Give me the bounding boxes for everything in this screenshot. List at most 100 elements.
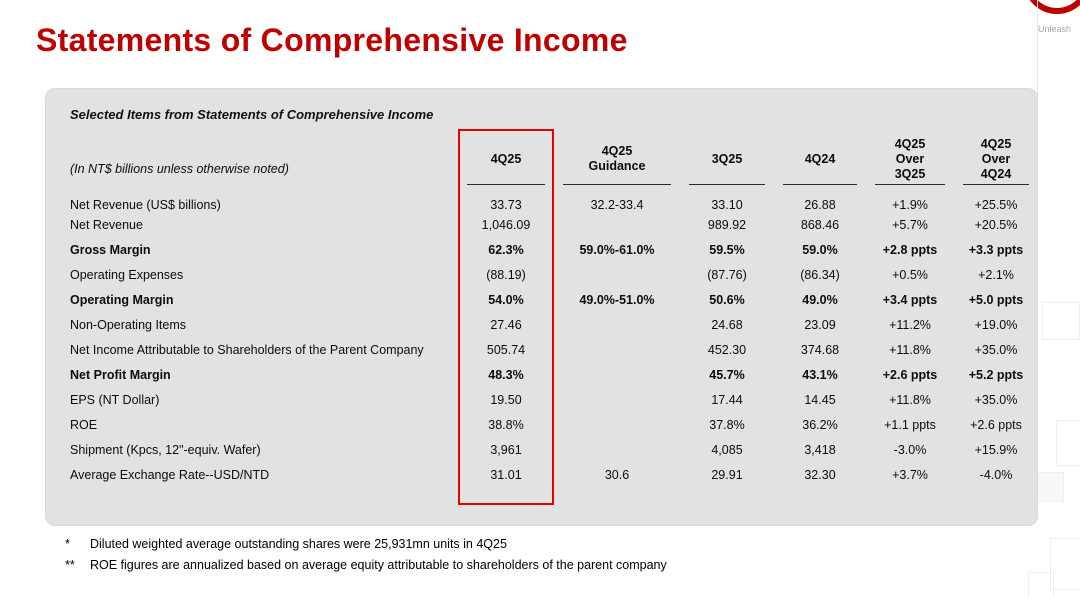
decorative-square [1050, 538, 1080, 590]
footnote-text: Diluted weighted average outstanding sha… [90, 537, 507, 551]
cell-4q24: 374.68 [800, 342, 840, 357]
brand-tagline: Unleash [1038, 24, 1072, 34]
col-header-line: 4Q24 [804, 151, 836, 166]
cell-guidance [554, 337, 680, 362]
cell-yoy-change: +15.9% [974, 442, 1018, 457]
cell-guidance: 32.2-33.4 [590, 198, 644, 212]
cell-yoy-change: -4.0% [979, 467, 1013, 482]
footnote: ** ROE figures are annualized based on a… [65, 555, 667, 576]
cell-qoq-change: +11.2% [889, 317, 931, 332]
col-header-4q25: 4Q25 [458, 134, 554, 185]
row-label: Operating Expenses [70, 267, 184, 282]
row-label: Non-Operating Items [70, 317, 187, 332]
cell-yoy-change: +20.5% [974, 217, 1018, 232]
table-row: Operating Expenses (88.19) (87.76) (86.3… [70, 262, 1038, 287]
footnote-text: ROE figures are annualized based on aver… [90, 558, 667, 572]
cell-qoq-change: +3.4 ppts [882, 292, 938, 307]
row-label: Net Income Attributable to Shareholders … [70, 342, 424, 357]
footnote: * Diluted weighted average outstanding s… [65, 534, 667, 555]
cell-qoq-change: +11.8% [889, 342, 931, 357]
cell-4q24: 3,418 [804, 442, 836, 457]
header-underline [689, 184, 765, 185]
cell-period: 62.3% [488, 242, 524, 257]
cell-qoq-change: +3.7% [892, 467, 928, 482]
footnote-marker: ** [65, 558, 75, 572]
cell-period: 505.74 [486, 342, 526, 357]
cell-period: 19.50 [490, 392, 522, 407]
cell-yoy-change: +5.0 ppts [968, 292, 1024, 307]
decorative-square [1056, 420, 1080, 466]
cell-guidance [554, 212, 680, 237]
col-header-line: Over [895, 151, 925, 166]
col-header-line: 3Q25 [711, 151, 743, 166]
cell-4q24: 36.2% [802, 417, 838, 432]
table-row: EPS (NT Dollar) 19.50 17.44 14.45 +11.8%… [70, 387, 1038, 412]
row-label: Net Profit Margin [70, 367, 171, 382]
table-row: Net Revenue (US$ billions) 33.73 32.2-33… [70, 185, 1038, 212]
cell-guidance [554, 387, 680, 412]
cell-yoy-change: +5.2 ppts [968, 367, 1024, 382]
col-header-4q25-over-4q24: 4Q25 Over 4Q24 [954, 134, 1038, 185]
table-row: Shipment (Kpcs, 12"-equiv. Wafer) 3,961 … [70, 437, 1038, 462]
cell-guidance [554, 262, 680, 287]
header-underline [875, 184, 945, 185]
cell-yoy-change: +19.0% [974, 317, 1018, 332]
col-header-line: Guidance [588, 159, 646, 173]
row-label: Gross Margin [70, 242, 151, 257]
cell-3q25: 452.30 [707, 342, 747, 357]
table-row: Net Revenue 1,046.09 989.92 868.46 +5.7%… [70, 212, 1038, 237]
col-header-line: 4Q24 [980, 166, 1012, 181]
col-header-line: 4Q25 [894, 136, 926, 151]
cell-period: 54.0% [488, 292, 524, 307]
table-row: Net Profit Margin 48.3% 45.7% 43.1% +2.6… [70, 362, 1038, 387]
cell-3q25: 24.68 [711, 317, 743, 332]
cell-qoq-change: +0.5% [892, 267, 928, 282]
cell-3q25: 45.7% [709, 367, 745, 382]
cell-guidance [554, 412, 680, 437]
cell-4q24: 23.09 [804, 317, 836, 332]
brand-logo-icon [1024, 0, 1080, 14]
financial-table-panel: Selected Items from Statements of Compre… [45, 88, 1038, 526]
unit-note-header: (In NT$ billions unless otherwise noted) [70, 134, 458, 185]
header-underline [783, 184, 857, 185]
income-statement-table: (In NT$ billions unless otherwise noted)… [70, 134, 1038, 487]
col-header-3q25: 3Q25 [680, 134, 774, 185]
col-header-line: 4Q25 [980, 136, 1012, 151]
cell-3q25: 33.10 [711, 198, 743, 212]
header-underline [467, 184, 545, 185]
cell-period: 48.3% [488, 367, 524, 382]
row-label: Shipment (Kpcs, 12"-equiv. Wafer) [70, 442, 261, 457]
cell-4q24: 868.46 [800, 217, 840, 232]
cell-period: 3,961 [490, 442, 522, 457]
cell-period: 1,046.09 [481, 217, 531, 232]
cell-3q25: 4,085 [711, 442, 743, 457]
cell-3q25: 50.6% [709, 292, 745, 307]
table-caption: Selected Items from Statements of Compre… [70, 107, 434, 122]
cell-qoq-change: -3.0% [893, 442, 927, 457]
cell-period: 31.01 [490, 467, 522, 482]
decorative-square [1028, 572, 1054, 597]
col-header-4q25-over-3q25: 4Q25 Over 3Q25 [866, 134, 954, 185]
cell-yoy-change: +35.0% [974, 342, 1018, 357]
cell-3q25: 989.92 [707, 217, 747, 232]
row-label: ROE [70, 417, 98, 432]
page-title: Statements of Comprehensive Income [36, 22, 628, 58]
cell-4q24: 26.88 [804, 198, 836, 212]
cell-qoq-change: +1.1 ppts [884, 417, 936, 432]
row-label: Average Exchange Rate--USD/NTD [70, 467, 270, 482]
table-row: Net Income Attributable to Shareholders … [70, 337, 1038, 362]
cell-3q25: 37.8% [709, 417, 745, 432]
cell-qoq-change: +2.6 ppts [882, 367, 938, 382]
cell-3q25: (87.76) [707, 267, 747, 282]
cell-guidance: 49.0%-51.0% [579, 292, 655, 307]
cell-yoy-change: +3.3 ppts [968, 242, 1024, 257]
footnotes: * Diluted weighted average outstanding s… [65, 534, 667, 576]
row-label: Operating Margin [70, 292, 174, 307]
col-header-line: 4Q25 [490, 151, 522, 166]
cell-qoq-change: +5.7% [892, 217, 928, 232]
table-row: Gross Margin 62.3% 59.0%-61.0% 59.5% 59.… [70, 237, 1038, 262]
header-underline [563, 184, 671, 185]
cell-yoy-change: +25.5% [974, 198, 1018, 212]
col-header-4q24: 4Q24 [774, 134, 866, 185]
